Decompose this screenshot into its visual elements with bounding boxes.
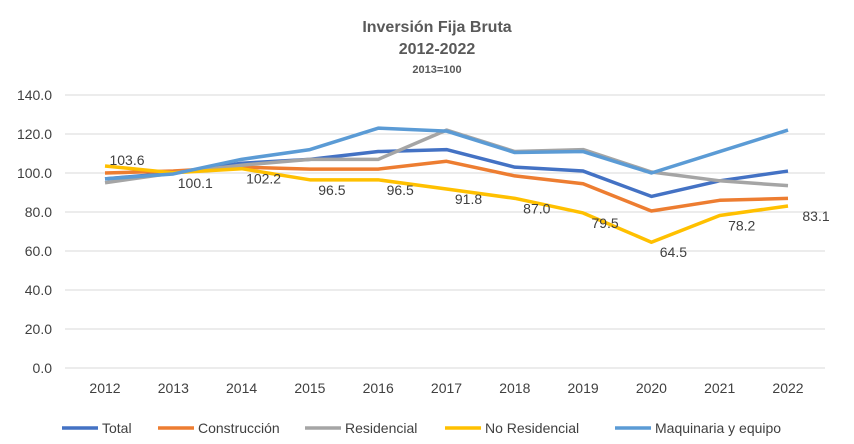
y-tick-label: 40.0	[25, 282, 52, 298]
x-tick-label: 2013	[158, 380, 189, 396]
y-tick-label: 0.0	[33, 360, 53, 376]
x-tick-label: 2021	[704, 380, 735, 396]
legend-label: Residencial	[345, 420, 417, 436]
y-tick-label: 60.0	[25, 243, 52, 259]
data-label: 103.6	[109, 152, 144, 168]
data-label: 83.1	[802, 208, 829, 224]
legend-label: No Residencial	[485, 420, 579, 436]
data-label: 91.8	[455, 191, 482, 207]
data-label: 64.5	[660, 244, 687, 260]
legend: Total Construcción Residencial No Residenci…	[62, 420, 781, 436]
legend-label: Total	[102, 420, 132, 436]
series-line-no-residencial	[104, 164, 789, 244]
x-tick-label: 2016	[363, 380, 394, 396]
chart-note: 2013=100	[412, 64, 461, 76]
data-label: 96.5	[318, 182, 345, 198]
x-axis: 2012 2013 2014 2015 2016 2017 2018 2019 2020 2021…	[89, 380, 803, 396]
x-tick-label: 2017	[431, 380, 462, 396]
series-line-maquinaria-y-equipo	[104, 126, 789, 181]
y-tick-label: 80.0	[25, 204, 52, 220]
data-label: 100.1	[178, 175, 213, 191]
y-axis: 0.0 20.0 40.0 60.0 80.0 100.0 120.0 140.0	[17, 87, 52, 376]
x-tick-label: 2012	[89, 380, 120, 396]
data-label: 102.2	[246, 171, 281, 187]
x-tick-label: 2020	[636, 380, 667, 396]
legend-label: Maquinaria y equipo	[655, 420, 781, 436]
data-label: 79.5	[591, 215, 618, 231]
x-tick-label: 2014	[226, 380, 257, 396]
y-tick-label: 20.0	[25, 321, 52, 337]
x-tick-label: 2022	[772, 380, 803, 396]
data-label: 87.0	[523, 200, 550, 216]
x-tick-label: 2018	[499, 380, 530, 396]
x-tick-label: 2019	[568, 380, 599, 396]
data-label: 96.5	[387, 182, 414, 198]
y-tick-label: 100.0	[17, 165, 52, 181]
chart-title: Inversión Fija Bruta	[362, 19, 511, 36]
x-tick-label: 2015	[294, 380, 325, 396]
series-lines	[104, 126, 789, 244]
data-labels: 103.6 100.1 102.2 96.5 96.5 91.8 87.0 79.5 64.5 7…	[109, 152, 829, 260]
y-tick-label: 120.0	[17, 126, 52, 142]
data-label: 78.2	[728, 218, 755, 234]
chart-subtitle: 2012-2022	[399, 41, 476, 58]
y-tick-label: 140.0	[17, 87, 52, 103]
legend-label: Construcción	[198, 420, 280, 436]
gridlines	[65, 94, 825, 369]
